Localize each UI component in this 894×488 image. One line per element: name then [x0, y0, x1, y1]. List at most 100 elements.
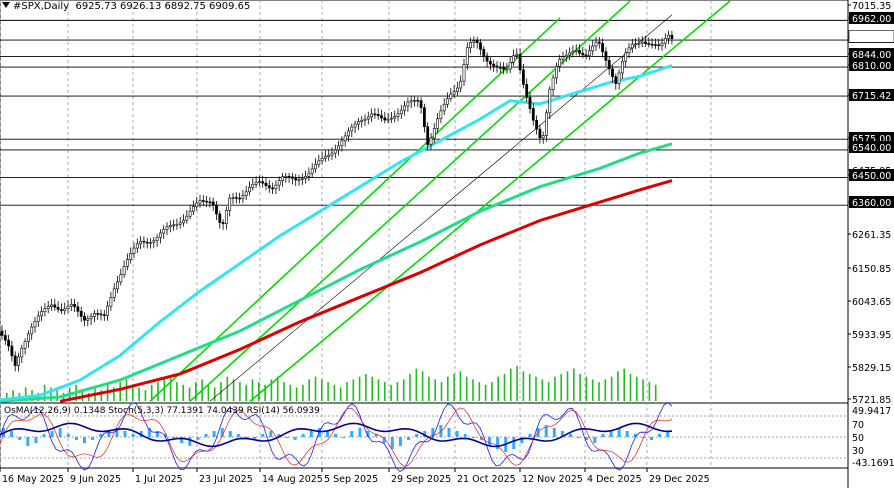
volume-bar [648, 382, 651, 401]
candle-body [607, 60, 611, 70]
candle-body [20, 348, 24, 358]
candle-body [584, 54, 588, 57]
osma-histogram-bar [220, 428, 224, 437]
volume-bar [629, 374, 632, 401]
candle-body [340, 140, 344, 147]
candle-body [413, 99, 416, 102]
volume-bar [295, 387, 298, 401]
osma-histogram-bar [382, 437, 386, 443]
candle-body [46, 306, 50, 309]
volume-bar [289, 384, 292, 401]
osma-histogram-bar [439, 425, 443, 437]
volume-bar [56, 390, 58, 401]
candle-body [241, 195, 245, 199]
osma-histogram-bar [479, 437, 483, 440]
volume-bar [245, 384, 247, 401]
moving-average-red [59, 179, 673, 403]
candle-body [330, 152, 334, 156]
dropdown-arrow-icon[interactable] [2, 2, 10, 8]
volume-bar [390, 384, 392, 401]
y-tick-label: 6715.42 [852, 91, 891, 102]
volume-bar [314, 376, 317, 401]
osma-histogram-bar [455, 431, 459, 437]
volume-bar [213, 387, 216, 401]
candle-body [564, 54, 568, 58]
rsi-line [0, 422, 673, 448]
volume-bar [591, 379, 594, 401]
candle-body [116, 281, 119, 290]
candle-body [215, 204, 218, 215]
candle-body [343, 135, 347, 142]
y-tick-label: 6450.00 [852, 171, 891, 182]
candle-body [159, 232, 162, 238]
volume-bar [617, 371, 619, 401]
candle-body [475, 40, 479, 44]
osma-histogram-bar [593, 437, 597, 443]
candle-body [591, 45, 595, 52]
candle-body [419, 100, 423, 108]
candle-body [73, 303, 77, 308]
x-tick-label: 29 Dec 2025 [649, 474, 710, 485]
y-tick-label: 6043.65 [852, 297, 891, 308]
candle-body [488, 60, 492, 65]
osma-histogram-bar [66, 434, 70, 437]
osma-histogram-bar [358, 428, 362, 437]
volume-bar [610, 376, 613, 401]
osma-histogram-bar [301, 434, 305, 437]
volume-bar [642, 379, 644, 401]
candle-body [195, 202, 199, 207]
volume-bar [308, 379, 310, 401]
candle-body [436, 118, 440, 129]
candle-body [380, 115, 383, 119]
candle-body [7, 339, 11, 347]
candle-body [132, 247, 136, 254]
candle-body [63, 308, 67, 312]
candle-body [518, 54, 522, 71]
volume-bar [232, 379, 235, 401]
price-level-tag [849, 196, 894, 208]
candle-body [182, 220, 185, 224]
volume-bar [188, 387, 191, 401]
volume-bar [358, 376, 361, 401]
candle-body [290, 176, 294, 179]
osma-histogram-bar [471, 437, 475, 438]
osma-histogram-bar [528, 434, 532, 437]
volume-bar [264, 384, 266, 401]
y-tick-label: 5721.85 [852, 395, 891, 406]
candle-body [43, 308, 47, 312]
osma-histogram-bar [34, 437, 38, 443]
osma-histogram-bar [91, 437, 95, 440]
osma-histogram-bar [245, 437, 248, 438]
x-tick-label: 9 Jun 2025 [70, 474, 121, 485]
volume-bar [396, 382, 399, 401]
volume-bar [440, 382, 443, 401]
trend-channel-line [249, 0, 731, 402]
volume-bar [157, 382, 159, 401]
candle-body [347, 130, 350, 137]
ohlc-values: 6925.73 6926.13 6892.75 6909.65 [75, 1, 251, 12]
x-tick-label: 5 Sep 2025 [324, 474, 378, 485]
candle-body [472, 40, 476, 43]
candle-body [545, 112, 548, 136]
candle-body [307, 172, 311, 177]
volume-bar [239, 382, 241, 401]
osma-histogram-bar [552, 428, 556, 437]
candle-body [277, 180, 281, 186]
osma-histogram-bar [625, 431, 629, 437]
candle-body [89, 316, 93, 320]
candle-body [10, 345, 14, 357]
candle-body [106, 305, 110, 316]
osma-histogram-bar [42, 434, 46, 437]
y-tick-label: 6261.35 [852, 230, 891, 241]
candle-body [657, 44, 661, 46]
candle-body [505, 68, 509, 71]
candle-body [320, 157, 324, 162]
volume-bar [547, 382, 550, 401]
oscillator-tick-label: -43.1691 [852, 458, 894, 469]
osma-histogram-bar [617, 428, 621, 437]
volume-bar [195, 382, 197, 401]
volume-bar [132, 384, 134, 401]
last-price-tag [848, 30, 894, 43]
moving-average-cyan [0, 64, 673, 402]
